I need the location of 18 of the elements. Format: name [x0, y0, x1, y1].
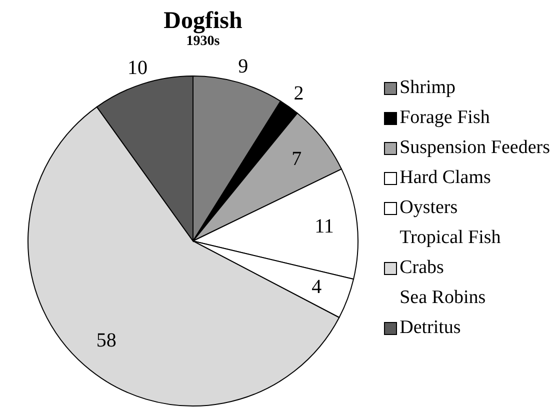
data-label: 10 — [127, 57, 148, 80]
data-label: 58 — [96, 330, 116, 352]
category-label: Tropical Fish — [400, 227, 501, 248]
data-label: 2 — [294, 82, 304, 105]
legend-label: Shrimp — [400, 76, 456, 100]
legend-label: Detritus — [400, 316, 461, 340]
legend-label: Forage Fish — [400, 106, 490, 130]
legend-label: Crabs — [400, 256, 444, 280]
chart-subtitle: 1930s — [185, 34, 221, 50]
chart-title: Dogfish — [162, 8, 244, 34]
legend-label: Hard Clams — [400, 166, 491, 190]
data-label: 7 — [292, 148, 302, 170]
legend-label: Suspension Feeders — [400, 136, 550, 160]
legend-label: Oysters — [400, 196, 458, 220]
data-label: 11 — [314, 216, 334, 238]
data-label: 4 — [312, 276, 322, 298]
category-label: Sea Robins — [400, 287, 486, 308]
data-label: 9 — [238, 56, 248, 78]
